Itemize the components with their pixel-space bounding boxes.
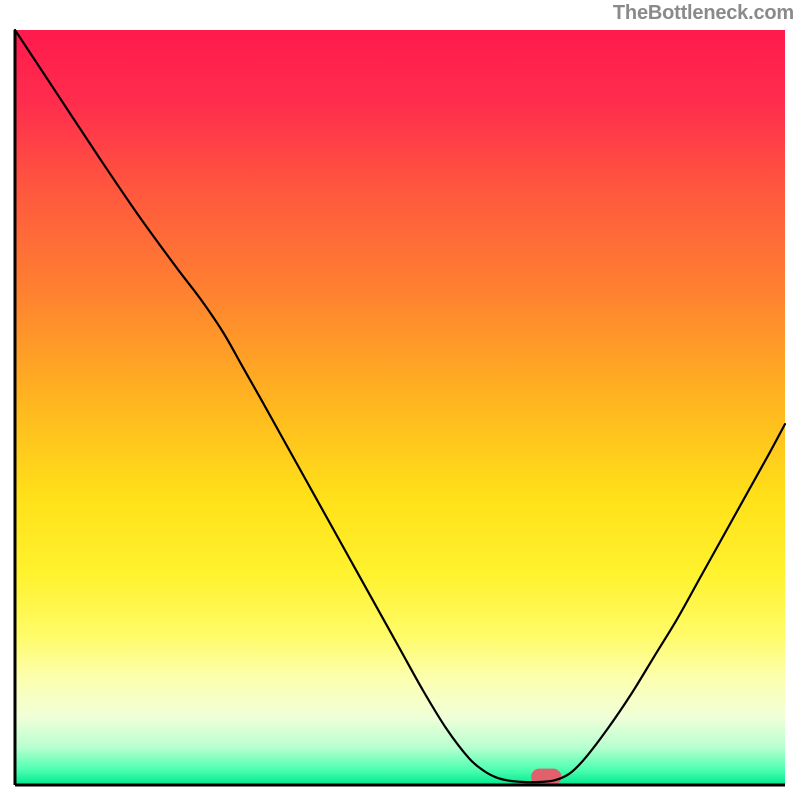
chart-container: TheBottleneck.com	[0, 0, 800, 800]
bottleneck-chart	[0, 0, 800, 800]
plot-background	[15, 30, 785, 785]
